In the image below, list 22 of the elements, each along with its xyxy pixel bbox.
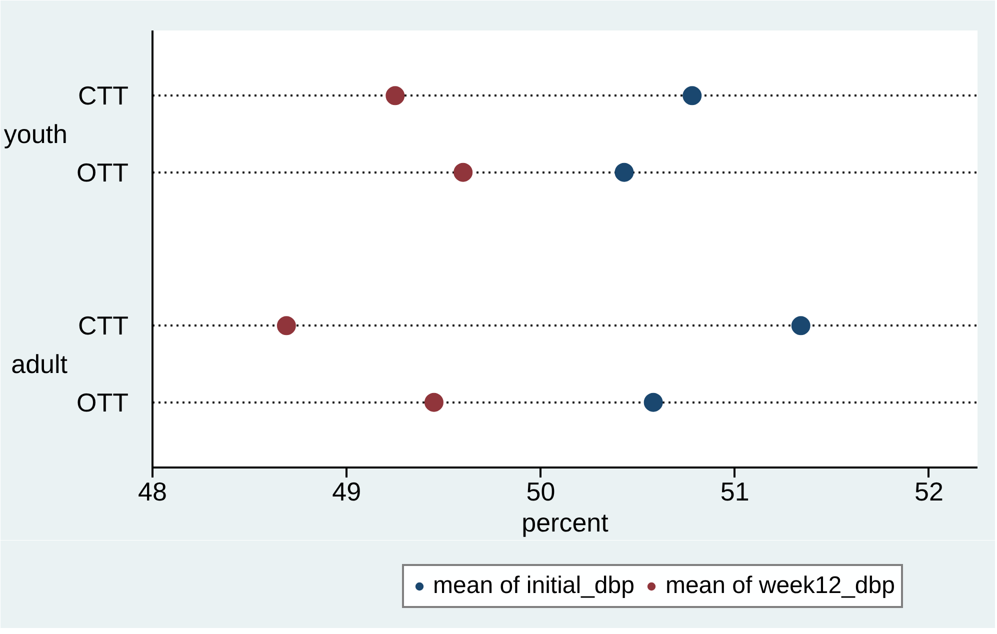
point — [614, 162, 634, 182]
y-tick-label: CTT — [78, 310, 129, 341]
x-axis-title: percent — [522, 508, 610, 538]
point — [386, 86, 405, 106]
y-tick-label: OTT — [76, 157, 129, 188]
y-tick-label: OTT — [76, 387, 129, 418]
x-tick-label: 50 — [526, 476, 556, 506]
x-tick-label: 52 — [914, 476, 944, 506]
point — [791, 316, 810, 336]
point — [644, 392, 663, 412]
legend-label: mean of initial_dbp — [433, 572, 634, 600]
point — [682, 86, 702, 106]
x-tick-label: 51 — [720, 476, 750, 506]
legend-label: mean of week12_dbp — [665, 572, 895, 600]
point — [276, 316, 296, 336]
point — [454, 162, 473, 182]
y-tick-label: CTT — [78, 80, 129, 111]
x-tick-label: 49 — [332, 476, 362, 506]
text: adult — [11, 349, 68, 379]
x-tick-label: 48 — [138, 476, 167, 506]
point — [424, 392, 444, 412]
text: youth — [4, 119, 68, 149]
